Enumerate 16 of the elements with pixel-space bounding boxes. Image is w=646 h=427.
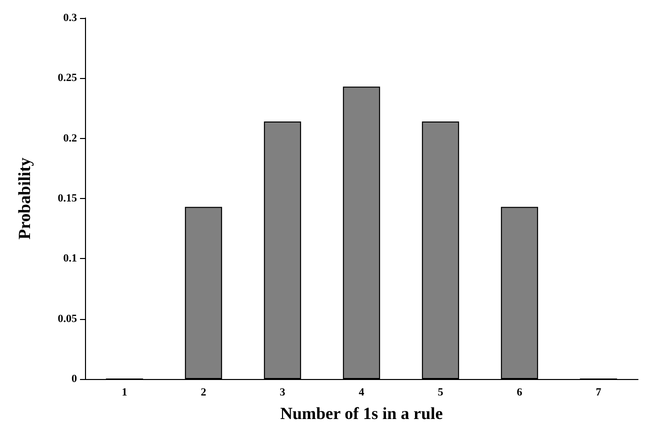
x-tick-label: 2	[200, 386, 207, 398]
x-tick-label: 1	[122, 386, 128, 398]
x-tick-label: 6	[516, 386, 523, 398]
x-tick-label: 5	[438, 386, 444, 398]
y-axis-title: Probability	[15, 157, 34, 240]
y-tick-label: 0.25	[58, 72, 78, 84]
x-tick-label: 3	[280, 386, 286, 398]
x-axis-title: Number of 1s in a rule	[280, 404, 444, 423]
x-tick-label: 4	[358, 386, 365, 398]
y-tick-label: 0.15	[58, 192, 78, 204]
y-tick-label: 0	[72, 373, 78, 385]
y-tick-label: 0.3	[63, 12, 78, 24]
x-tick-label: 7	[596, 386, 602, 398]
y-tick-label: 0.1	[63, 252, 77, 265]
y-tick-label: 0.05	[58, 312, 78, 325]
y-tick-label: 0.2	[63, 132, 78, 144]
